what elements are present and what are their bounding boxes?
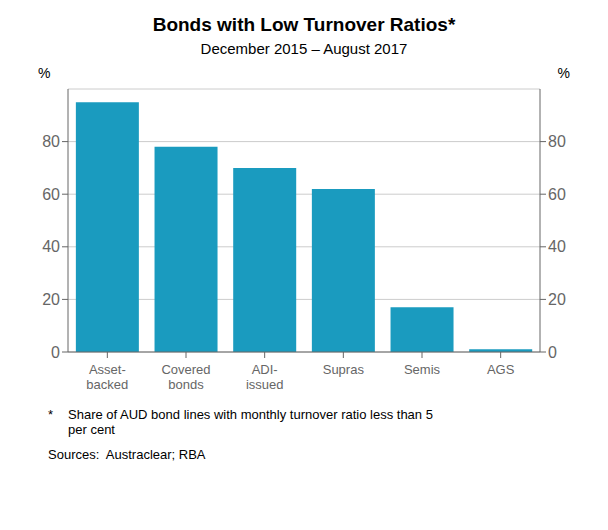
svg-text:Coveredbonds: Coveredbonds: [161, 362, 210, 392]
svg-text:40: 40: [548, 238, 566, 255]
svg-text:Supras: Supras: [323, 362, 365, 377]
svg-text:0: 0: [51, 344, 60, 361]
svg-text:20: 20: [42, 291, 60, 308]
svg-text:Semis: Semis: [404, 362, 441, 377]
svg-text:60: 60: [548, 186, 566, 203]
svg-text:60: 60: [42, 186, 60, 203]
html-text:Share of AUD bond lines with m: Share of AUD bond lines with monthly tur…: [68, 407, 433, 437]
svg-text:40: 40: [42, 238, 60, 255]
svg-text:0: 0: [548, 344, 557, 361]
svg-text:80: 80: [548, 133, 566, 150]
svg-text:AGS: AGS: [487, 362, 515, 377]
html-text:Sources: Austraclear; RBA: Sources: Austraclear; RBA: [48, 447, 206, 462]
svg-text:Asset-backed: Asset-backed: [86, 362, 128, 392]
svg-text:20: 20: [548, 291, 566, 308]
html-text:December 2015 – August 2017: December 2015 – August 2017: [200, 40, 408, 57]
svg-text:ADI-issued: ADI-issued: [246, 362, 284, 392]
html-text:Bonds with Low Turnover Ratios: Bonds with Low Turnover Ratios*: [152, 14, 456, 35]
svg-text:80: 80: [42, 133, 60, 150]
